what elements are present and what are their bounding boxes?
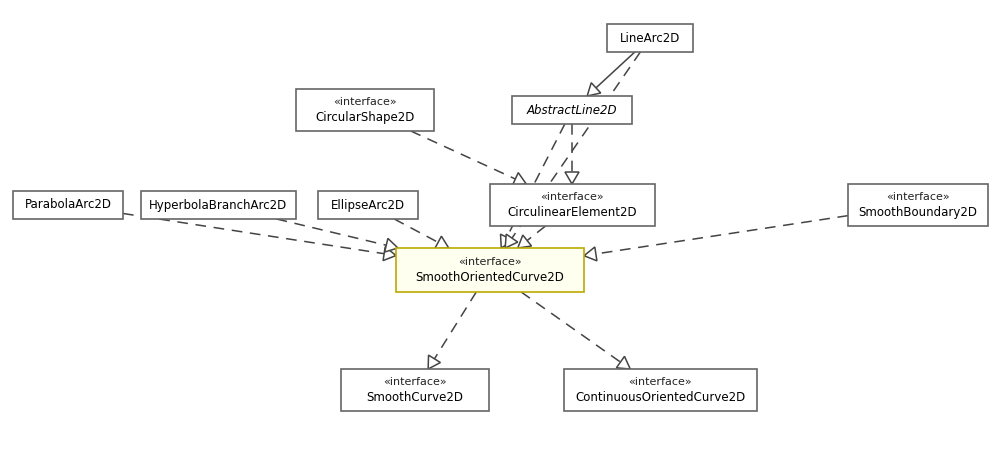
Text: ContinuousOrientedCurve2D: ContinuousOrientedCurve2D	[575, 391, 745, 404]
Polygon shape	[518, 235, 532, 248]
Polygon shape	[383, 247, 396, 260]
Text: ParabolaArc2D: ParabolaArc2D	[24, 198, 112, 212]
Polygon shape	[587, 83, 601, 96]
Bar	[341, 369, 489, 411]
Bar	[490, 184, 654, 226]
Polygon shape	[428, 355, 440, 369]
Text: «interface»: «interface»	[540, 193, 604, 202]
Bar	[296, 89, 434, 131]
Text: «interface»: «interface»	[886, 193, 950, 202]
Text: CircularShape2D: CircularShape2D	[315, 111, 415, 124]
Text: SmoothBoundary2D: SmoothBoundary2D	[858, 206, 978, 219]
Text: «interface»: «interface»	[383, 377, 447, 387]
Text: EllipseArc2D: EllipseArc2D	[331, 198, 405, 212]
Polygon shape	[565, 172, 579, 184]
Bar	[848, 184, 988, 226]
Polygon shape	[584, 247, 597, 261]
Text: CirculinearElement2D: CirculinearElement2D	[507, 206, 637, 219]
Text: AbstractLine2D: AbstractLine2D	[527, 103, 617, 116]
Bar	[13, 191, 123, 219]
Bar	[140, 191, 296, 219]
Polygon shape	[435, 236, 449, 249]
Text: SmoothOrientedCurve2D: SmoothOrientedCurve2D	[416, 271, 564, 284]
Polygon shape	[616, 357, 630, 369]
Text: «interface»: «interface»	[458, 257, 522, 267]
Polygon shape	[385, 238, 398, 252]
Polygon shape	[512, 173, 526, 185]
Polygon shape	[501, 234, 513, 248]
Bar	[318, 191, 418, 219]
Text: SmoothCurve2D: SmoothCurve2D	[366, 391, 464, 404]
Polygon shape	[505, 234, 518, 248]
Bar	[607, 24, 693, 52]
Text: LineArc2D: LineArc2D	[620, 32, 680, 44]
Text: «interface»: «interface»	[333, 97, 397, 107]
Text: «interface»: «interface»	[628, 377, 692, 387]
Bar	[396, 248, 584, 292]
Text: HyperbolaBranchArc2D: HyperbolaBranchArc2D	[149, 198, 287, 212]
Bar	[512, 96, 632, 124]
Bar	[564, 369, 757, 411]
